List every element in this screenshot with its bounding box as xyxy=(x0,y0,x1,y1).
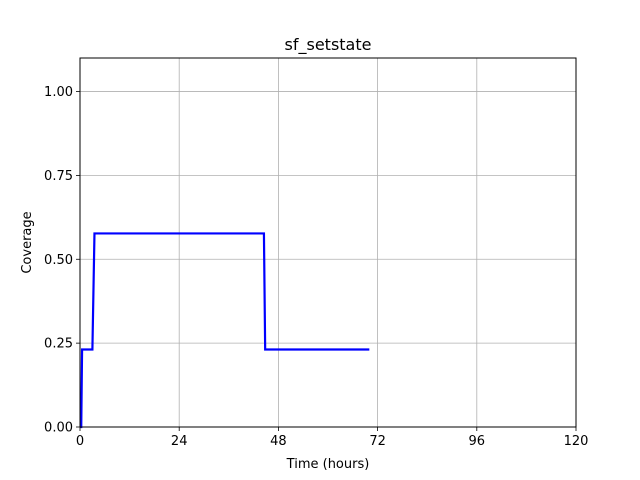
x-tick-label: 72 xyxy=(369,434,386,449)
y-tick-label: 1.00 xyxy=(44,85,73,100)
y-tick-label: 0.25 xyxy=(44,337,73,352)
x-axis-label: Time (hours) xyxy=(286,457,370,472)
y-tick-label: 0.00 xyxy=(44,421,73,436)
x-tick-label: 120 xyxy=(564,434,589,449)
y-tick-label: 0.75 xyxy=(44,169,73,184)
y-axis-label: Coverage xyxy=(20,211,35,273)
series-group xyxy=(80,232,370,429)
plot-frame xyxy=(79,57,577,428)
x-tick-label: 48 xyxy=(270,434,287,449)
coverage-series-line xyxy=(80,232,370,429)
x-tick-label: 0 xyxy=(76,434,84,449)
x-tick-label: 24 xyxy=(171,434,188,449)
y-tick-label: 0.50 xyxy=(44,253,73,268)
chart-title: sf_setstate xyxy=(285,35,372,55)
axis-ticks: 0 24 48 72 96 120 0.00 0.25 0.50 0.75 1.00 xyxy=(44,85,588,449)
x-tick-label: 96 xyxy=(469,434,486,449)
